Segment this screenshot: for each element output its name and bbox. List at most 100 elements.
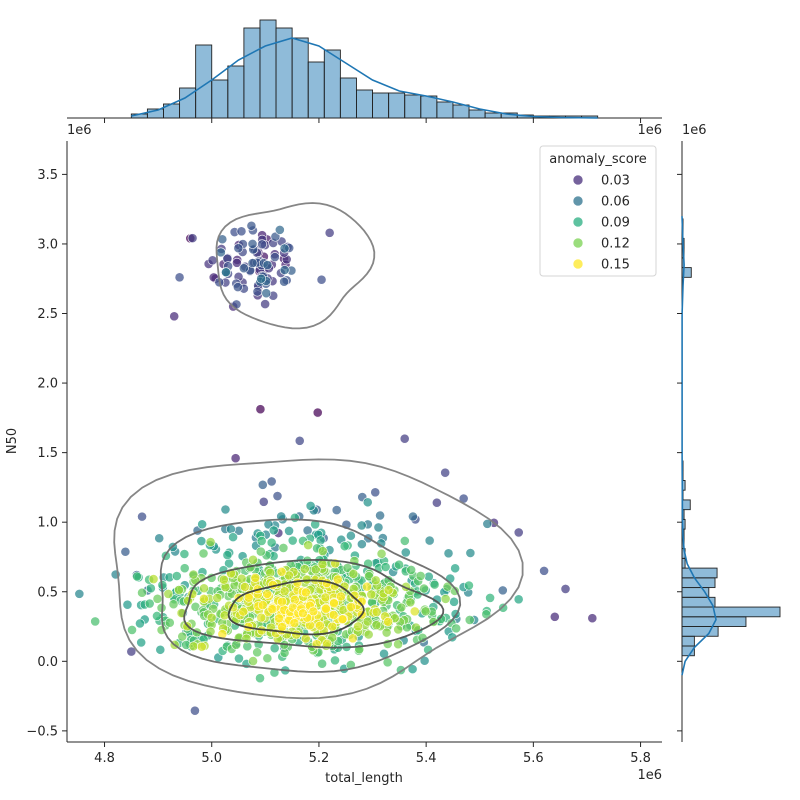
legend-entry-label: 0.06	[601, 195, 630, 210]
scatter-point	[300, 587, 311, 598]
scatter-point	[171, 571, 182, 581]
marginal-x-bar	[388, 92, 406, 119]
scatter-point	[256, 612, 267, 623]
scatter-point	[221, 267, 231, 278]
marginal-x-bar	[468, 109, 486, 119]
scatter-point	[169, 311, 180, 322]
scatter-point	[305, 500, 316, 511]
scatter-point	[356, 596, 367, 607]
x-tick-label: 5.8	[630, 751, 651, 766]
scatter-point	[269, 643, 280, 654]
scatter-point	[238, 263, 249, 274]
scatter-point	[383, 616, 394, 627]
scatter-point	[451, 623, 462, 634]
scatter-point	[330, 655, 340, 666]
scatter-point	[308, 606, 319, 617]
scatter-point	[232, 282, 243, 292]
scatter-point	[294, 435, 305, 446]
scatter-point	[257, 600, 268, 610]
scatter-point	[247, 258, 258, 268]
scatter-point	[396, 602, 407, 613]
scatter-point	[232, 257, 242, 268]
scatter-point	[262, 588, 273, 599]
y-axis-label: N50	[5, 428, 20, 454]
scatter-point	[228, 532, 238, 543]
marginal-x-bar	[339, 77, 357, 119]
scatter-point	[429, 579, 440, 590]
scatter-point	[560, 584, 571, 594]
scatter-point	[362, 497, 373, 508]
kde-contour-line	[113, 458, 524, 700]
scatter-point	[230, 453, 241, 464]
scatter-point	[342, 562, 353, 573]
marginal-x-bar	[291, 37, 309, 119]
legend-marker	[572, 258, 584, 270]
legend-entry-label: 0.03	[601, 174, 630, 189]
scatter-point	[174, 585, 184, 595]
scatter-point	[346, 530, 356, 541]
x-tick-label: 5.6	[523, 751, 544, 766]
legend-marker	[572, 237, 584, 249]
scatter-point	[363, 629, 374, 640]
scatter-point	[371, 607, 382, 617]
scatter-point	[255, 673, 265, 684]
scatter-point	[207, 255, 218, 266]
scatter-point	[383, 585, 394, 595]
scatter-point	[370, 575, 381, 586]
marginal-x-bar	[243, 27, 261, 119]
scatter-point	[419, 583, 429, 594]
scatter-point	[132, 571, 142, 582]
scatter-point	[266, 476, 277, 487]
marginal-x-histogram	[67, 19, 662, 119]
scatter-point	[362, 581, 372, 592]
marginal-y-kde-line	[681, 216, 717, 676]
scatter-point	[442, 581, 453, 592]
x-tick-label: 5.2	[309, 751, 330, 766]
scatter-point	[320, 603, 331, 614]
scatter-point	[179, 549, 190, 559]
scatter-point	[252, 647, 263, 658]
scatter-point	[549, 611, 560, 622]
scatter-point	[248, 656, 258, 667]
scatter-point	[362, 616, 373, 627]
scatter-point	[443, 548, 454, 559]
scatter-point	[270, 231, 281, 242]
scatter-point	[197, 519, 208, 530]
scatter-point	[336, 591, 346, 602]
scatter-point	[394, 559, 404, 570]
scatter-point	[485, 592, 495, 603]
scatter-point	[332, 574, 343, 585]
marginal-y-bar	[681, 267, 692, 278]
scatter-point	[168, 599, 179, 610]
scatter-point	[268, 525, 279, 536]
scatter-point	[324, 227, 335, 238]
marginal-x-offset-right: 1e6	[637, 123, 662, 138]
marginal-y-bar	[681, 499, 691, 511]
scatter-point	[126, 646, 137, 657]
scatter-point	[136, 637, 147, 648]
scatter-point	[400, 547, 411, 558]
scatter-point	[246, 220, 257, 231]
scatter-point	[289, 618, 300, 628]
scatter-point	[270, 252, 280, 262]
scatter-point	[152, 593, 163, 604]
legend-marker	[572, 195, 584, 207]
scatter-point	[127, 625, 137, 635]
scatter-point	[260, 299, 271, 309]
scatter-point	[440, 593, 451, 604]
scatter-point	[465, 548, 476, 558]
scatter-point	[331, 505, 342, 515]
kde-contours	[113, 202, 524, 700]
y-tick-label: 0.0	[37, 655, 58, 670]
scatter-point	[199, 583, 209, 594]
scatter-point	[539, 565, 549, 576]
legend-entry-label: 0.15	[601, 258, 630, 273]
legend-frame	[539, 145, 657, 277]
scatter-point	[212, 593, 223, 603]
scatter-point	[90, 616, 101, 627]
scatter-point	[262, 260, 273, 270]
scatter-point	[148, 574, 159, 584]
scatter-point	[179, 563, 190, 574]
scatter-point	[399, 433, 410, 444]
